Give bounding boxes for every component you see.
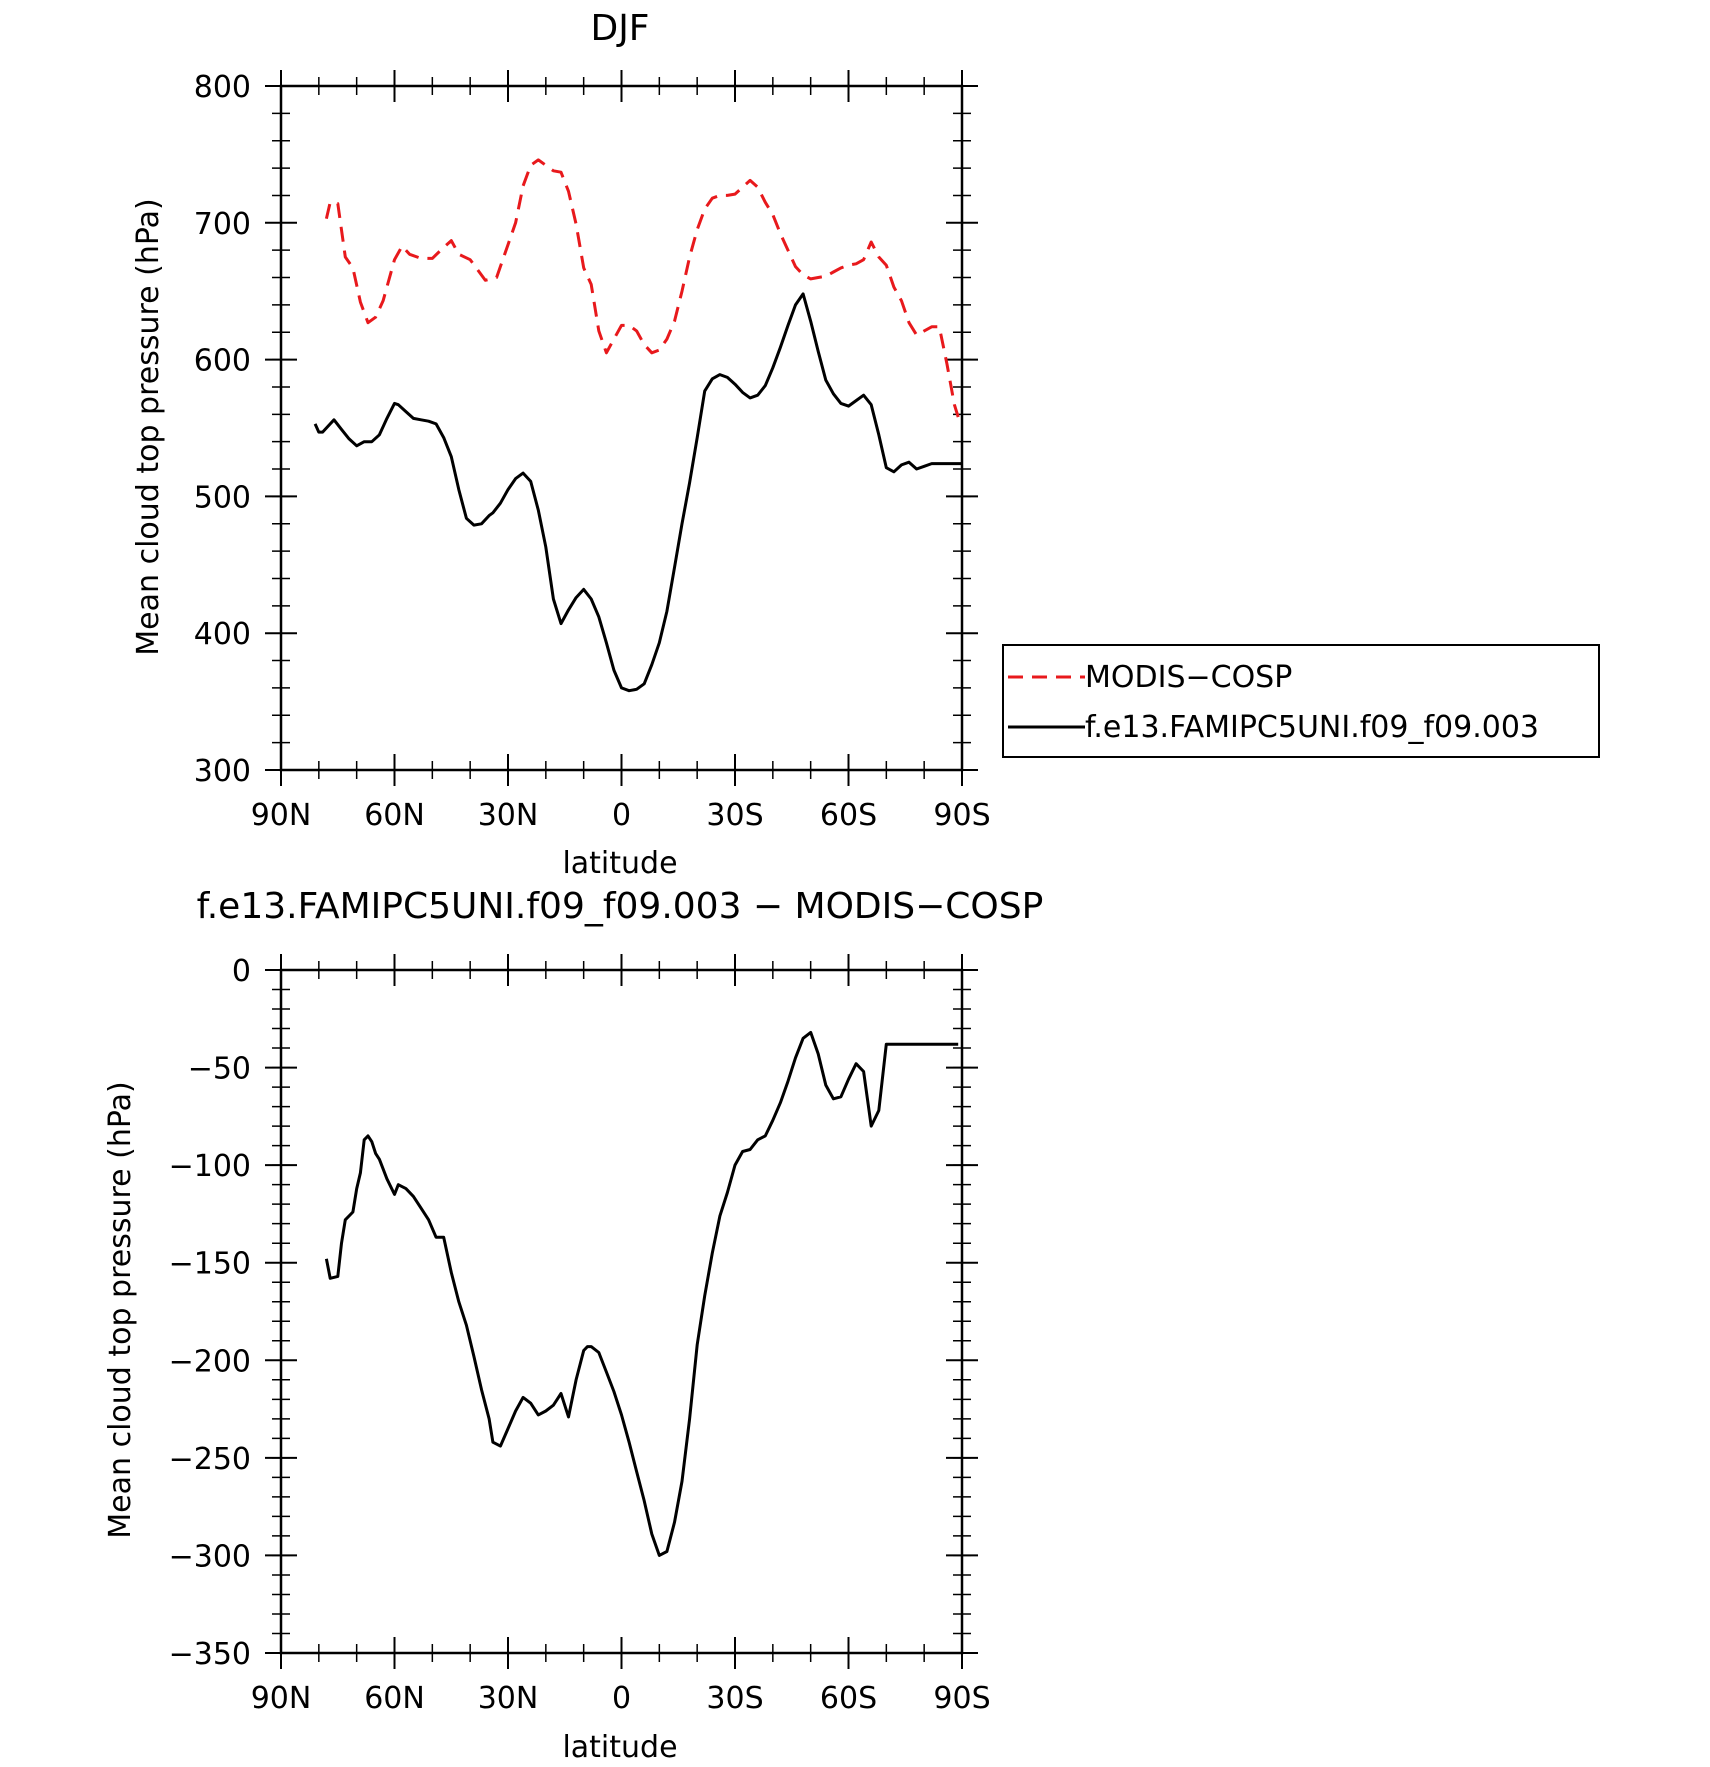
top-panel-title: DJF: [590, 8, 649, 49]
top-x-tick-label: 30N: [478, 798, 539, 833]
top-x-tick-label: 60S: [820, 798, 877, 833]
top-y-tick-label: 700: [194, 207, 251, 242]
top-panel: DJF 90N 60N 30N 0 30S 60S 90S 300 400 500 600 700 80…: [131, 8, 1600, 881]
bottom-x-tick-label: 90N: [251, 1681, 312, 1716]
top-y-tick-label: 500: [194, 480, 251, 515]
top-y-tick-label: 300: [194, 754, 251, 789]
bottom-y-tick-label: −300: [169, 1539, 251, 1574]
bottom-plot-area: 90N 60N 30N 0 30S 60S 90S −350 −300 −250 −200 −150 −…: [169, 954, 991, 1716]
top-plot-area: 90N 60N 30N 0 30S 60S 90S 300 400 500 600 700 800: [194, 70, 991, 833]
top-series-line-1: [313, 292, 962, 693]
bottom-y-tick-label: −100: [169, 1149, 251, 1184]
top-y-tick-label: 800: [194, 70, 251, 105]
top-x-tick-label: 60N: [364, 798, 425, 833]
top-panel-ylabel: Mean cloud top pressure (hPa): [131, 198, 166, 655]
top-y-tick-label: 600: [194, 344, 251, 379]
bottom-panel: f.e13.FAMIPC5UNI.f09_f09.003 − MODIS−COS…: [103, 886, 1043, 1765]
bottom-y-tick-label: −150: [169, 1247, 251, 1282]
bottom-x-tick-label: 60N: [364, 1681, 425, 1716]
top-panel-xlabel: latitude: [562, 846, 677, 881]
legend-box: [1002, 644, 1600, 758]
bottom-x-tick-label: 60S: [820, 1681, 877, 1716]
top-x-tick-label: 30S: [706, 798, 763, 833]
bottom-series-line-0: [324, 1030, 959, 1557]
bottom-x-tick-label: 0: [612, 1681, 631, 1716]
bottom-panel-xlabel: latitude: [562, 1730, 677, 1765]
top-y-tick-label: 400: [194, 617, 251, 652]
top-series-line-0: [324, 158, 960, 418]
bottom-y-tick-label: −200: [169, 1344, 251, 1379]
bottom-x-tick-label: 30S: [706, 1681, 763, 1716]
legend-label-modis: MODIS−COSP: [1085, 660, 1292, 695]
top-x-tick-label: 90N: [251, 798, 312, 833]
bottom-y-tick-label: 0: [232, 954, 251, 989]
bottom-y-tick-label: −50: [188, 1052, 251, 1087]
top-x-tick-label: 0: [612, 798, 631, 833]
bottom-panel-title: f.e13.FAMIPC5UNI.f09_f09.003 − MODIS−COS…: [197, 886, 1044, 927]
bottom-x-tick-label: 30N: [478, 1681, 539, 1716]
top-x-tick-label: 90S: [933, 798, 990, 833]
legend: MODIS−COSP f.e13.FAMIPC5UNI.f09_f09.003: [1002, 644, 1600, 758]
legend-label-model: f.e13.FAMIPC5UNI.f09_f09.003: [1085, 710, 1539, 745]
bottom-y-tick-label: −350: [169, 1637, 251, 1672]
bottom-panel-ylabel: Mean cloud top pressure (hPa): [103, 1081, 138, 1538]
bottom-plot-frame: [279, 968, 964, 1655]
bottom-x-tick-label: 90S: [933, 1681, 990, 1716]
bottom-y-tick-label: −250: [169, 1442, 251, 1477]
